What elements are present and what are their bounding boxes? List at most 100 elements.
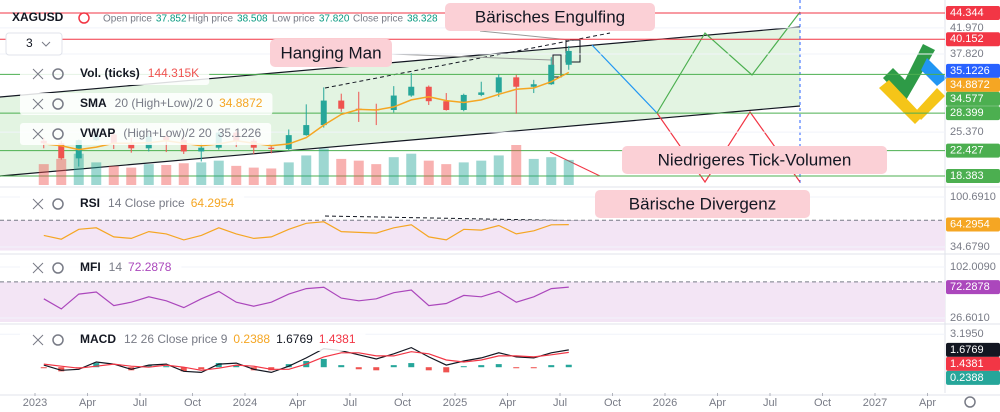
x-tick-label: Oct xyxy=(604,397,621,409)
indicator-band xyxy=(0,220,945,251)
volume-bar xyxy=(458,162,469,185)
value-label: 44.344 xyxy=(950,7,984,19)
histogram-bar xyxy=(443,367,450,373)
annotation-text: Bärisches Engulfing xyxy=(475,7,625,26)
candle-body xyxy=(565,50,572,65)
symbol: XAGUSD xyxy=(12,10,64,24)
candle-body xyxy=(443,101,450,110)
x-tick-label: 2026 xyxy=(653,397,677,409)
x-tick-label: Apr xyxy=(919,397,936,409)
value-label: 18.383 xyxy=(950,170,984,182)
y-tick-label: 41.970 xyxy=(950,22,984,34)
connector xyxy=(389,53,553,61)
legend-name: Vol. (ticks) xyxy=(80,66,140,80)
volume-bar xyxy=(423,160,434,185)
histogram-bar xyxy=(495,364,502,368)
value-label-bg xyxy=(946,143,1000,158)
volume-bar xyxy=(371,164,382,185)
value-label-bg xyxy=(946,280,1000,295)
legend-bg xyxy=(20,329,366,351)
candle-body xyxy=(513,77,520,87)
x-tick-label: 2024 xyxy=(233,397,257,409)
interval-select[interactable] xyxy=(5,32,63,56)
volume-bar xyxy=(511,145,522,185)
histogram-bar xyxy=(408,363,415,368)
header-label: Close price xyxy=(353,14,403,25)
volume-trend xyxy=(549,151,601,177)
chevron xyxy=(41,41,51,47)
annotation-text: Hanging Man xyxy=(280,43,381,62)
value-label-bg xyxy=(946,217,1000,232)
settings-icon[interactable] xyxy=(52,68,64,80)
volume-bar xyxy=(231,165,242,185)
legend-name: RSI xyxy=(80,196,100,210)
annotation-text: Bärische Divergenz xyxy=(629,194,776,213)
x-tick-label: Apr xyxy=(499,397,516,409)
annotation-box xyxy=(622,146,887,174)
legend-bg xyxy=(20,123,272,145)
logo-shape xyxy=(921,58,947,86)
value-label: 40.152 xyxy=(950,33,984,45)
volume-bar xyxy=(38,164,49,185)
y-tick-label: 3.1950 xyxy=(950,328,984,340)
y-tick-label: 34.6790 xyxy=(950,241,990,253)
legend-value: 72.2878 xyxy=(128,260,172,274)
divergence-line xyxy=(324,215,593,222)
value-label: 1.6769 xyxy=(950,344,984,356)
volume-bar xyxy=(283,162,294,185)
legend-row: RSI 14 Close price 64.2954 xyxy=(20,193,245,215)
candle-body xyxy=(285,135,292,149)
histogram-bar xyxy=(390,365,397,368)
volume-bar xyxy=(56,158,67,185)
legend-params: 12 26 Close price 9 xyxy=(124,332,228,346)
x-tick-label: 2027 xyxy=(863,397,887,409)
value-label-bg xyxy=(946,169,1000,184)
legend-row: SMA 20 (High+Low)/2 0 34.8872 xyxy=(20,93,273,115)
settings-icon[interactable] xyxy=(52,98,64,110)
candle-body xyxy=(303,125,310,136)
header-value: 38.508 xyxy=(237,14,268,25)
settings-icon[interactable] xyxy=(52,198,64,210)
histogram-bar xyxy=(40,367,47,369)
x-tick-label: Oct xyxy=(184,397,201,409)
value-label: 22.427 xyxy=(950,145,984,157)
histogram-bar xyxy=(145,365,152,368)
candle-body xyxy=(478,92,485,95)
candle-body xyxy=(530,84,537,87)
indicator-line xyxy=(43,346,569,374)
volume-bar xyxy=(563,159,574,185)
volume-bar xyxy=(108,165,119,185)
y-tick-label: 26.6010 xyxy=(950,312,990,324)
histogram-bar xyxy=(478,365,485,368)
histogram-bar xyxy=(233,365,240,368)
legend-bg xyxy=(20,93,273,115)
axis-settings[interactable] xyxy=(964,396,976,408)
settings-icon[interactable] xyxy=(52,128,64,140)
x-tick-label: Apr xyxy=(289,397,306,409)
volume-bar xyxy=(178,163,189,185)
volume-bar xyxy=(161,165,172,185)
candle-body xyxy=(390,95,397,110)
close-icon[interactable] xyxy=(32,262,44,274)
value-label-bg xyxy=(946,106,1000,121)
volume-bar xyxy=(528,158,539,185)
settings-icon[interactable] xyxy=(52,262,64,274)
close-icon[interactable] xyxy=(32,98,44,110)
channel-line xyxy=(0,105,801,177)
close-icon[interactable] xyxy=(32,334,44,346)
histogram-bar xyxy=(530,367,537,369)
close-icon[interactable] xyxy=(32,128,44,140)
y-tick-label: 102.0090 xyxy=(950,261,996,273)
header-value: 37.852 xyxy=(156,14,187,25)
legend-value: 64.2954 xyxy=(191,196,235,210)
value-label: 1.4381 xyxy=(950,358,984,370)
interval-value: 3 xyxy=(26,36,33,50)
candle-body xyxy=(495,77,502,93)
value-label: 34.577 xyxy=(950,93,984,105)
histogram-bar xyxy=(338,365,345,368)
legend-bg xyxy=(20,193,245,215)
settings-icon[interactable] xyxy=(52,334,64,346)
legend-value: 34.8872 xyxy=(219,96,263,110)
close-icon[interactable] xyxy=(32,198,44,210)
close-icon[interactable] xyxy=(32,68,44,80)
